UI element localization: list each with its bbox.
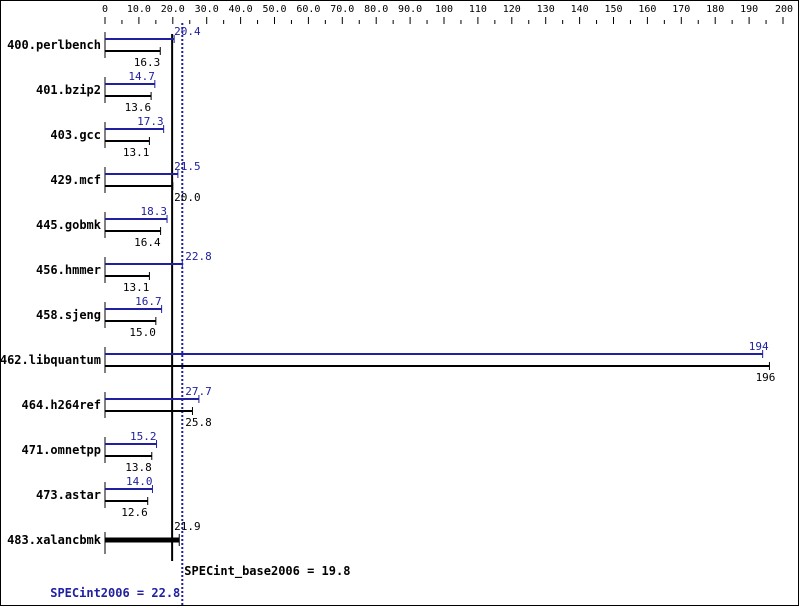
tick-label: 70.0 [330, 4, 354, 15]
tick-label: 130 [537, 4, 555, 15]
tick-label: 110 [469, 4, 487, 15]
tick-label: 50.0 [262, 4, 286, 15]
tick-label: 170 [672, 4, 690, 15]
peak-value-label: 20.4 [174, 25, 201, 38]
benchmark-label: 445.gobmk [36, 218, 102, 232]
peak-value-label: 21.5 [174, 160, 201, 173]
tick-label: 180 [706, 4, 724, 15]
tick-label: 160 [638, 4, 656, 15]
peak-value-label: 14.7 [128, 70, 155, 83]
tick-label: 90.0 [398, 4, 422, 15]
base-value-label: 13.8 [125, 461, 152, 474]
benchmark-label: 458.sjeng [36, 308, 101, 322]
peak-value-label: 17.3 [137, 115, 164, 128]
benchmark-label: 464.h264ref [22, 398, 101, 412]
peak-score-label: SPECint2006 = 22.8 [50, 586, 180, 600]
base-value-label: 13.1 [123, 146, 150, 159]
base-score-label: SPECint_base2006 = 19.8 [184, 564, 350, 579]
base-value-label: 15.0 [129, 326, 156, 339]
benchmark-label: 400.perlbench [7, 38, 101, 52]
benchmark-label: 429.mcf [50, 173, 101, 187]
benchmark-label: 403.gcc [50, 128, 101, 142]
base-value-label: 20.0 [174, 191, 201, 204]
tick-label: 80.0 [364, 4, 388, 15]
base-value-label: 196 [756, 371, 776, 384]
peak-value-label: 27.7 [185, 385, 212, 398]
tick-label: 40.0 [229, 4, 253, 15]
benchmark-label: 462.libquantum [1, 353, 101, 367]
peak-value-label: 22.8 [185, 250, 212, 263]
benchmark-label: 473.astar [36, 488, 101, 502]
tick-label: 140 [571, 4, 589, 15]
peak-value-label: 194 [749, 340, 769, 353]
tick-label: 10.0 [127, 4, 151, 15]
tick-label: 120 [503, 4, 521, 15]
benchmark-label: 471.omnetpp [22, 443, 101, 457]
peak-value-label: 15.2 [130, 430, 157, 443]
peak-value-label: 14.0 [126, 475, 153, 488]
tick-label: 60.0 [296, 4, 320, 15]
base-value-label: 13.1 [123, 281, 150, 294]
tick-label: 0 [102, 4, 108, 15]
base-value-label: 25.8 [185, 416, 212, 429]
tick-label: 30.0 [195, 4, 219, 15]
base-value-label: 16.4 [134, 236, 161, 249]
base-value-label: 16.3 [134, 56, 161, 69]
benchmark-label: 401.bzip2 [36, 83, 101, 97]
tick-label: 190 [740, 4, 758, 15]
benchmark-label: 483.xalancbmk [7, 533, 102, 547]
base-value-label: 21.9 [174, 520, 201, 533]
tick-label: 100 [435, 4, 453, 15]
peak-value-label: 16.7 [135, 295, 162, 308]
base-value-label: 12.6 [121, 506, 148, 519]
benchmark-label: 456.hmmer [36, 263, 101, 277]
tick-label: 200 [775, 4, 793, 15]
tick-label: 20.0 [161, 4, 185, 15]
base-value-label: 13.6 [125, 101, 152, 114]
tick-label: 150 [604, 4, 622, 15]
peak-value-label: 18.3 [141, 205, 168, 218]
